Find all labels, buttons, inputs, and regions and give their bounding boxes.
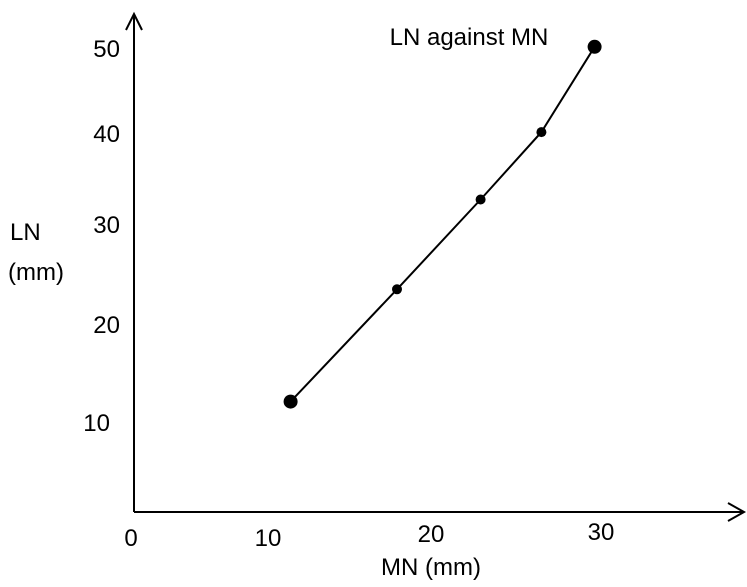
data-point: [475, 194, 486, 205]
axes: [125, 11, 747, 522]
data-point: [283, 394, 298, 409]
y-axis-label-line-1: LN: [10, 219, 41, 246]
series-line: [289, 46, 596, 403]
x-axis-label: MN (mm): [381, 554, 481, 581]
x-tick-label: 0: [124, 525, 137, 552]
y-tick-label: 40: [93, 121, 120, 148]
y-tick-label: 10: [83, 410, 110, 437]
data-point: [392, 284, 402, 295]
x-axis-arrow-icon: [727, 502, 747, 522]
data-point: [587, 39, 602, 54]
x-tick-label: 20: [418, 521, 445, 548]
x-tick-label: 30: [588, 519, 615, 546]
y-tick-label: 30: [93, 212, 120, 239]
x-tick-labels: 0 10 20 30: [124, 519, 614, 552]
x-tick-label: 10: [255, 525, 282, 552]
y-axis-label-line-2: (mm): [8, 259, 64, 286]
y-axis-arrow-icon: [125, 11, 143, 31]
y-tick-labels: 10 20 30 40 50: [83, 36, 120, 437]
chart-title: LN against MN: [390, 24, 549, 51]
series-layer: [283, 39, 602, 409]
y-tick-label: 50: [93, 36, 120, 63]
y-tick-label: 20: [93, 312, 120, 339]
data-point: [536, 127, 547, 138]
